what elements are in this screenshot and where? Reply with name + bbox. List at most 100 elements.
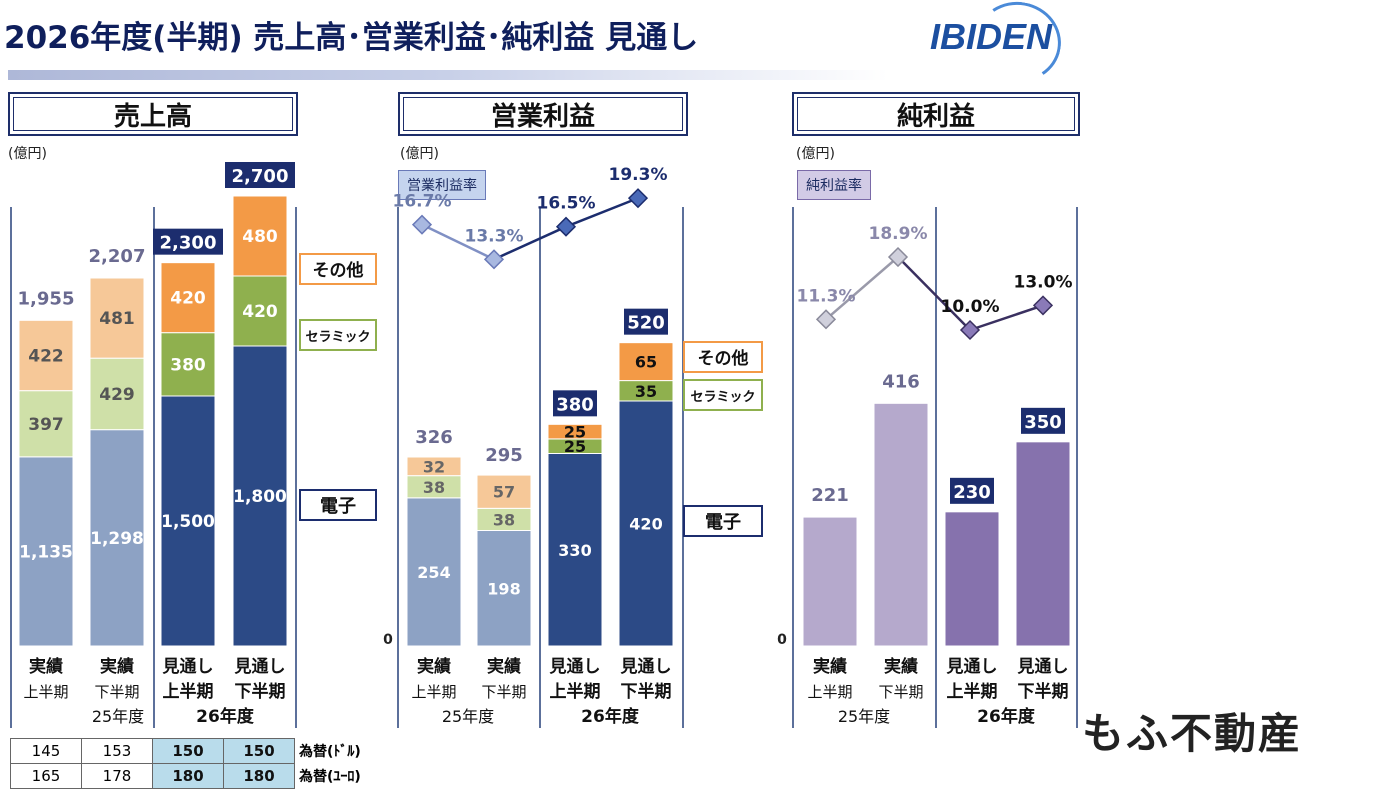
op-rate-marker bbox=[555, 216, 577, 237]
op-rate-line-fc bbox=[565, 196, 639, 228]
net-category-sub: 上半期 bbox=[947, 681, 998, 702]
page-title: 2026年度(半期) 売上高･営業利益･純利益 見通し bbox=[4, 20, 699, 56]
net-value-label: 230 bbox=[953, 482, 991, 503]
op-legend-other: その他 bbox=[698, 348, 749, 369]
fx-usd-25h1: 145 bbox=[10, 738, 82, 764]
fx-eur-25h1: 165 bbox=[10, 763, 82, 789]
op-value-label: 38 bbox=[493, 510, 515, 529]
net-total-box bbox=[1021, 407, 1065, 434]
op-category-top: 実績 bbox=[417, 656, 451, 677]
fx-row-eur: 165 178 180 180 為替(ﾕｰﾛ) bbox=[10, 763, 362, 789]
op-rate-marker bbox=[627, 188, 649, 209]
net-year-26: 26年度 bbox=[977, 706, 1036, 727]
op-total-box bbox=[553, 390, 597, 417]
op-bar-segment bbox=[476, 474, 532, 509]
net-rate-line-mid bbox=[897, 256, 971, 331]
sales-legend-elec: 電子 bbox=[320, 496, 356, 517]
op-value-label: 38 bbox=[423, 478, 445, 497]
op-bar-segment bbox=[547, 423, 603, 440]
company-logo: IBIDEN bbox=[930, 16, 1053, 57]
op-category-sub: 上半期 bbox=[550, 681, 601, 702]
sales-bar-segment bbox=[232, 195, 288, 277]
sales-bar-segment bbox=[18, 390, 74, 458]
op-rate-label: 16.7% bbox=[393, 192, 452, 212]
net-panel-title: 純利益 bbox=[792, 92, 1080, 136]
fx-eur-26h2: 180 bbox=[223, 763, 295, 789]
sales-value-label: 1,298 bbox=[90, 529, 144, 549]
op-legend-ceramic-box bbox=[683, 379, 763, 411]
sales-category-sub: 下半期 bbox=[235, 681, 286, 702]
sales-bar-segment bbox=[89, 357, 145, 431]
fx-usd-26h1: 150 bbox=[152, 738, 224, 764]
sales-bar-segment bbox=[160, 262, 216, 334]
op-rate-legend: 営業利益率 bbox=[398, 170, 486, 200]
op-legend-ceramic: セラミック bbox=[690, 390, 755, 405]
sales-legend-elec-box bbox=[299, 489, 377, 521]
sales-value-label: 429 bbox=[99, 385, 135, 405]
sales-category-sub: 上半期 bbox=[23, 683, 68, 701]
fx-eur-25h2: 178 bbox=[81, 763, 153, 789]
net-category-sub: 上半期 bbox=[807, 683, 852, 701]
sales-total-label: 1,955 bbox=[18, 288, 75, 309]
net-rate-marker bbox=[959, 319, 981, 341]
sales-bar-segment bbox=[232, 345, 288, 647]
sales-value-label: 480 bbox=[242, 227, 278, 247]
op-value-label: 25 bbox=[564, 437, 586, 456]
sales-value-label: 420 bbox=[242, 302, 278, 322]
op-rate-marker bbox=[483, 249, 505, 270]
sales-total-label: 2,700 bbox=[232, 166, 289, 187]
op-panel-title: 営業利益 bbox=[398, 92, 688, 136]
sales-legend-ceramic-box bbox=[299, 319, 377, 351]
sales-bar-segment bbox=[232, 275, 288, 347]
fx-rate-table: 145 153 150 150 為替(ﾄﾞﾙ) 165 178 180 180 … bbox=[10, 738, 362, 789]
net-year-25: 25年度 bbox=[838, 707, 890, 726]
sales-value-label: 380 bbox=[170, 355, 206, 375]
op-zero-label: 0 bbox=[383, 632, 393, 648]
op-bar-segment bbox=[618, 342, 674, 382]
op-total-label: 326 bbox=[415, 427, 453, 448]
op-rate-label: 13.3% bbox=[465, 226, 524, 246]
sales-bar-segment bbox=[160, 332, 216, 397]
op-category-sub: 下半期 bbox=[621, 681, 672, 702]
op-bar-segment bbox=[406, 456, 462, 477]
net-bar bbox=[873, 402, 929, 647]
op-bar-segment bbox=[547, 453, 603, 647]
sales-bar-segment bbox=[160, 395, 216, 647]
op-value-label: 25 bbox=[564, 423, 586, 442]
op-legend-elec: 電子 bbox=[705, 512, 741, 533]
net-rate-marker bbox=[815, 309, 837, 330]
op-category-sub: 下半期 bbox=[481, 683, 526, 701]
net-rate-legend: 純利益率 bbox=[797, 170, 871, 200]
net-zero-label: 0 bbox=[777, 632, 787, 648]
sales-total-box bbox=[225, 162, 295, 188]
op-value-label: 65 bbox=[635, 353, 657, 372]
watermark: もふ不動産 bbox=[1082, 709, 1303, 758]
net-category-sub: 下半期 bbox=[878, 683, 923, 701]
net-unit-label: (億円) bbox=[796, 146, 835, 162]
net-rate-label: 13.0% bbox=[1014, 272, 1073, 292]
op-value-label: 35 bbox=[635, 382, 657, 401]
sales-total-label: 2,207 bbox=[89, 246, 146, 267]
op-value-label: 254 bbox=[417, 563, 450, 582]
op-category-top: 実績 bbox=[487, 656, 521, 677]
op-rate-marker bbox=[411, 214, 433, 235]
op-legend-elec-box bbox=[683, 505, 763, 537]
sales-unit-label: (億円) bbox=[8, 146, 47, 162]
sales-category-top: 見通し bbox=[162, 657, 214, 677]
sales-value-label: 397 bbox=[28, 415, 64, 435]
sales-bar-segment bbox=[18, 456, 74, 647]
net-rate-label: 10.0% bbox=[941, 297, 1000, 317]
sales-legend-ceramic: セラミック bbox=[305, 330, 370, 345]
sales-year-25: 25年度 bbox=[92, 707, 144, 726]
fx-row-usd: 145 153 150 150 為替(ﾄﾞﾙ) bbox=[10, 738, 362, 764]
sales-category-top: 実績 bbox=[100, 656, 134, 677]
sales-total-box bbox=[153, 228, 223, 255]
sales-value-label: 1,135 bbox=[19, 542, 73, 562]
net-category-top: 実績 bbox=[884, 656, 918, 677]
net-rate-line-actual bbox=[825, 256, 899, 321]
net-category-top: 見通し bbox=[946, 657, 998, 677]
op-rate-label: 19.3% bbox=[609, 165, 668, 185]
op-total-label: 295 bbox=[485, 445, 523, 466]
sales-legend-other-box bbox=[299, 253, 377, 285]
sales-value-label: 1,500 bbox=[161, 512, 215, 532]
